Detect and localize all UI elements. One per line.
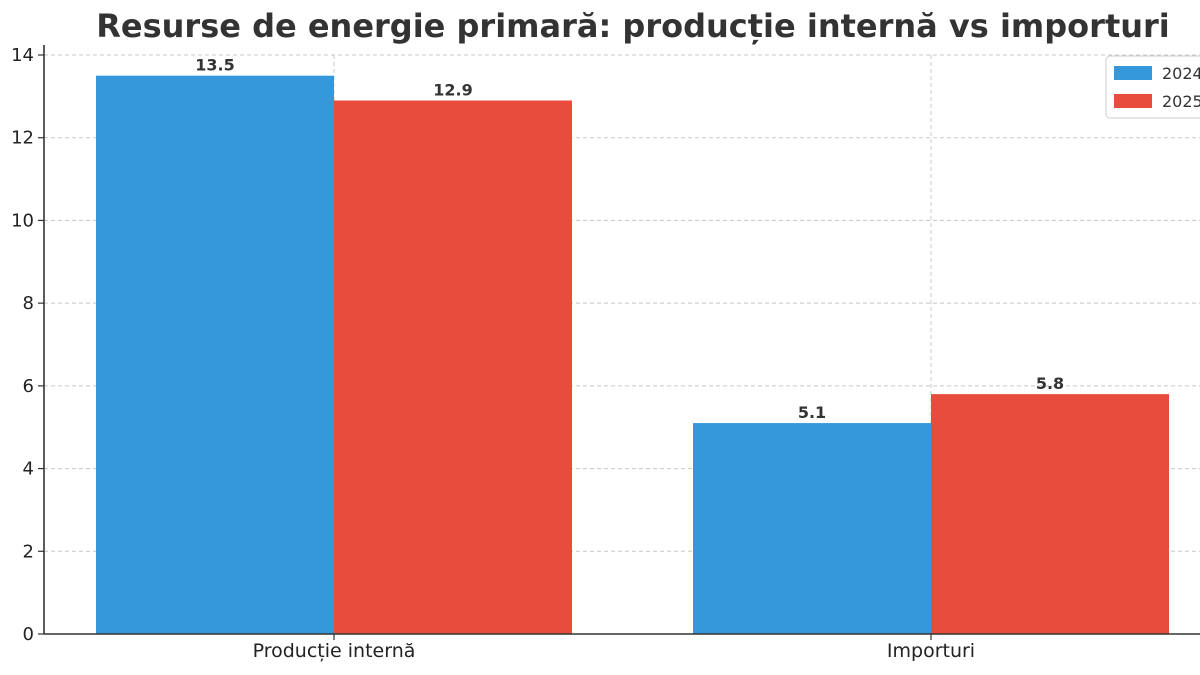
bar-2024-0 (96, 75, 334, 634)
bar-2024-1 (693, 423, 931, 634)
bar-2025-0 (334, 100, 572, 634)
chart-title: Resurse de energie primară: producție in… (96, 7, 1170, 45)
y-tick-label: 4 (23, 459, 34, 480)
bar-2025-1 (931, 394, 1169, 634)
data-label: 5.8 (1036, 374, 1064, 393)
data-labels: 13.5 5.1 12.9 5.8 (195, 56, 1064, 422)
y-tick-label: 12 (11, 128, 34, 149)
data-label: 13.5 (195, 56, 234, 75)
legend-swatch (1114, 94, 1152, 108)
y-tick-label: 8 (23, 293, 34, 314)
axes: 0 2 4 6 8 10 12 14 Producție internă Importuri (11, 45, 1200, 662)
legend-swatch (1114, 66, 1152, 80)
legend-label: 2024 (1162, 64, 1200, 83)
y-tick-label: 0 (23, 624, 34, 645)
legend: 2024 2025 (1105, 55, 1200, 119)
x-tick-label: Producție internă (253, 640, 416, 662)
y-tick-label: 14 (11, 45, 34, 66)
bars (96, 75, 1169, 634)
y-tick-label: 6 (23, 376, 34, 397)
legend-label: 2025 (1162, 92, 1200, 111)
data-label: 12.9 (433, 80, 472, 99)
x-tick-label: Importuri (887, 640, 975, 662)
y-tick-label: 2 (23, 541, 34, 562)
y-tick-label: 10 (11, 210, 34, 231)
data-label: 5.1 (798, 403, 826, 422)
